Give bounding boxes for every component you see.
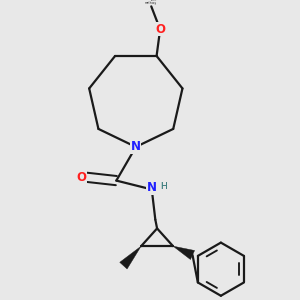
Text: O: O	[76, 170, 87, 184]
Text: N: N	[131, 140, 141, 153]
Polygon shape	[173, 246, 195, 260]
Text: N: N	[147, 181, 157, 194]
Text: H: H	[160, 182, 167, 191]
Text: methoxy: methoxy	[145, 1, 157, 5]
Text: N: N	[147, 181, 157, 194]
Polygon shape	[120, 246, 141, 269]
Text: O: O	[155, 23, 165, 36]
Text: O: O	[76, 170, 87, 184]
Text: O: O	[155, 23, 165, 36]
Text: H: H	[160, 182, 167, 191]
Text: methoxy: methoxy	[151, 0, 158, 1]
Text: N: N	[131, 140, 141, 153]
